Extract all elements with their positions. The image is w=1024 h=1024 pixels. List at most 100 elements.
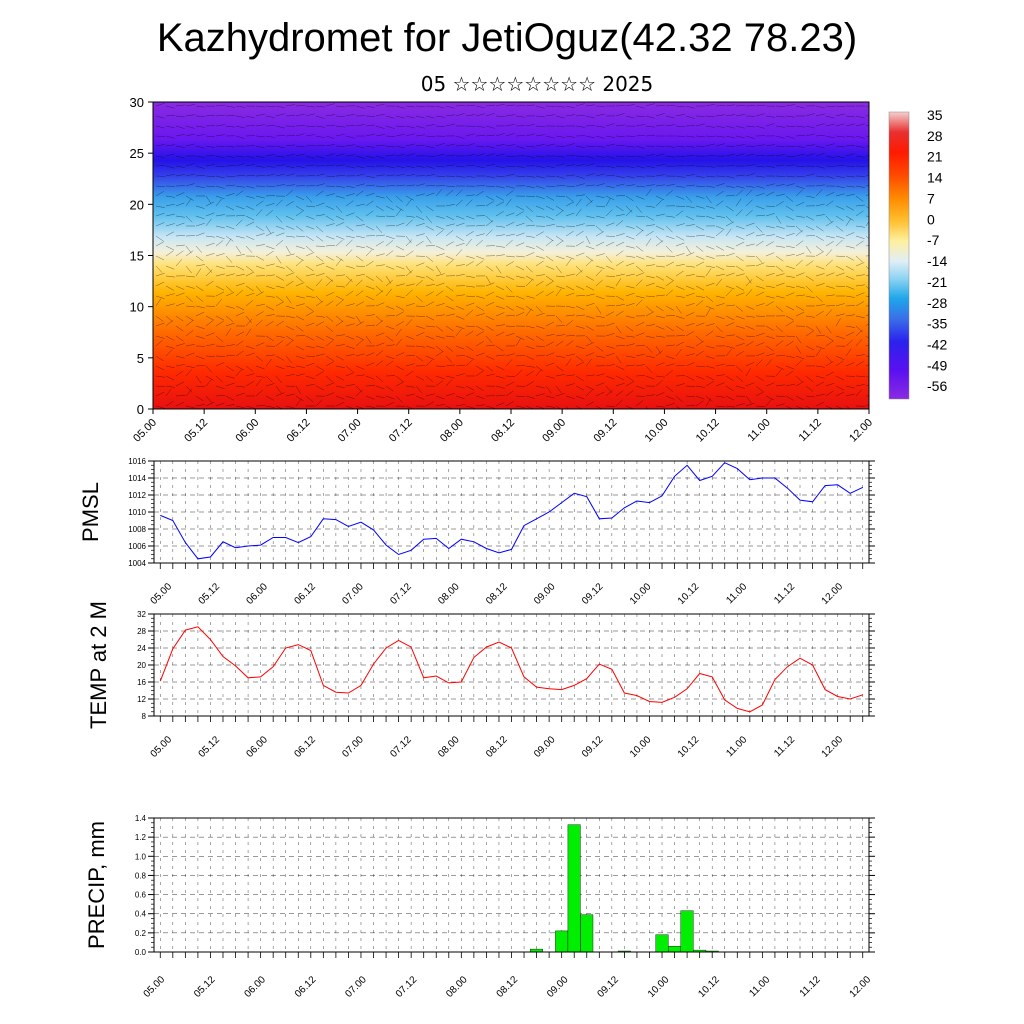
wind-barb	[375, 155, 385, 159]
wind-barb	[195, 295, 204, 302]
wind-barb	[345, 353, 355, 357]
wind-barb	[865, 255, 869, 257]
wind-barb	[245, 221, 255, 227]
wind-barb	[855, 115, 865, 119]
wind-barb	[525, 355, 535, 360]
wind-barb	[685, 312, 695, 317]
wind-barb	[285, 165, 295, 169]
wind-barb	[865, 355, 869, 357]
wind-barb	[485, 344, 496, 347]
wind-barb	[815, 295, 823, 303]
wind-barb	[775, 403, 785, 407]
x-tick-label: 07.12	[394, 974, 420, 1000]
wind-barb	[705, 282, 715, 287]
wind-barb	[165, 231, 175, 237]
wind-barb	[825, 335, 834, 342]
wind-barb	[645, 405, 649, 409]
wind-barb	[375, 113, 385, 117]
wind-barb	[475, 113, 485, 117]
wind-barb	[295, 325, 304, 332]
wind-barb	[215, 315, 225, 321]
wind-barb	[455, 145, 466, 147]
wind-barb	[585, 358, 592, 367]
wind-barb	[465, 325, 476, 327]
wind-barb	[195, 134, 205, 137]
wind-barb	[225, 375, 235, 379]
wind-barb	[285, 305, 295, 309]
wind-barb	[805, 345, 815, 351]
wind-barb	[295, 373, 305, 377]
wind-barb	[675, 285, 685, 290]
wind-barb	[745, 368, 751, 377]
heatmap-field	[153, 102, 869, 409]
wind-barb	[625, 364, 635, 367]
wind-barb	[355, 124, 365, 127]
wind-barb	[545, 314, 556, 317]
wind-barb	[765, 398, 772, 407]
wind-barb	[445, 123, 455, 127]
wind-barb	[155, 235, 164, 242]
heatmap-x-axis: 05.00 05.12 06.00 06.12 07.00 07.12 08.00 08.12…	[131, 409, 875, 445]
x-tick-label: 06.12	[293, 974, 319, 1000]
wind-barb	[525, 175, 535, 178]
wind-barb	[805, 260, 814, 267]
wind-barb	[785, 125, 796, 127]
wind-barb	[425, 174, 435, 177]
wind-barb	[725, 334, 735, 337]
wind-barb	[625, 343, 635, 347]
wind-barb	[435, 345, 444, 352]
wind-barb	[475, 404, 485, 407]
wind-barb	[375, 264, 385, 267]
wind-barb	[185, 215, 193, 223]
wind-barb	[785, 215, 795, 221]
wind-barb	[625, 145, 635, 148]
heatmap-y-tick-label: 30	[130, 95, 144, 110]
wind-barb	[295, 195, 305, 201]
wind-barb	[425, 393, 435, 397]
wind-barb	[265, 335, 274, 342]
wind-barb	[555, 288, 562, 297]
wind-barb	[595, 305, 602, 314]
wind-barb	[265, 202, 275, 207]
wind-barb	[325, 392, 335, 397]
wind-barb	[185, 114, 195, 117]
wind-barb	[525, 215, 533, 223]
wind-barb	[165, 388, 172, 397]
y-tick-label: 1008	[128, 525, 146, 534]
wind-barb	[735, 315, 745, 320]
wind-barb	[845, 215, 854, 221]
wind-barb	[185, 125, 195, 129]
heatmap-x-tick-label: 12.00	[847, 417, 875, 445]
wind-barb	[285, 265, 294, 272]
wind-barb	[365, 245, 375, 251]
wind-barb	[405, 184, 415, 187]
x-tick-label: 09.00	[545, 974, 571, 1000]
wind-barb	[645, 238, 652, 247]
wind-barb	[795, 355, 805, 360]
wind-barb	[255, 389, 263, 397]
wind-barb	[415, 305, 426, 307]
wind-barb	[525, 381, 534, 387]
wind-barb	[635, 353, 645, 357]
wind-barb	[535, 385, 545, 389]
wind-barb	[335, 195, 345, 199]
wind-barb	[285, 184, 295, 187]
wind-barb	[725, 345, 735, 349]
wind-barb	[685, 265, 695, 268]
wind-barb	[725, 215, 733, 223]
wind-barb	[465, 345, 474, 352]
wind-barb	[205, 305, 216, 307]
wind-barb	[325, 103, 335, 107]
wind-barb	[805, 113, 815, 117]
wind-barb	[305, 113, 315, 117]
wind-barb	[415, 262, 425, 267]
wind-barb	[315, 183, 325, 187]
wind-barb	[815, 401, 825, 407]
wind-barb	[425, 255, 434, 262]
wind-barb	[825, 294, 835, 297]
wind-barb	[265, 105, 276, 107]
wind-barb	[535, 105, 545, 109]
wind-barb	[455, 249, 463, 257]
wind-barb	[495, 153, 505, 157]
